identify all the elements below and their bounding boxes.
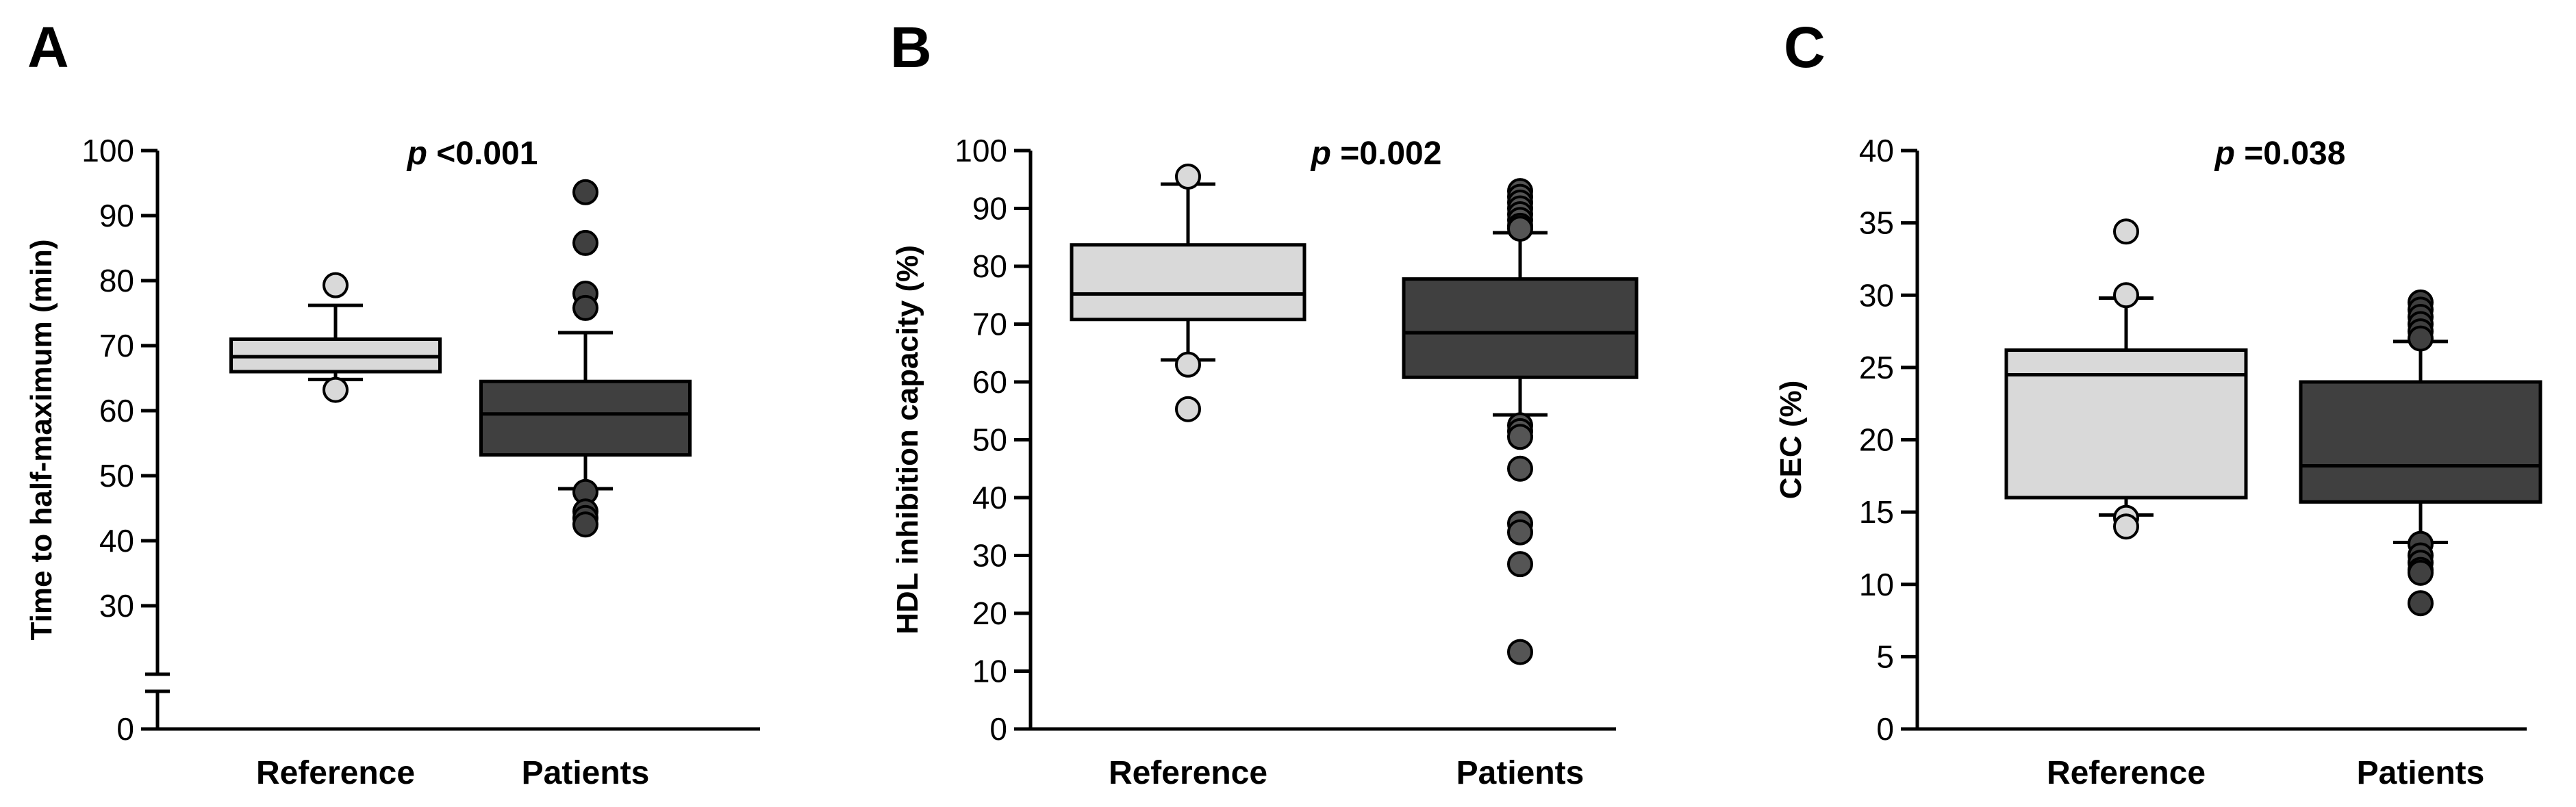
- y-tick-label-c-0: 0: [1876, 711, 1894, 747]
- y-tick-label-a-7: 90: [99, 198, 134, 233]
- outlier-a-patients-0: [572, 179, 598, 205]
- y-tick-label-a-2: 40: [99, 523, 134, 559]
- y-tick-label-a-1: 30: [99, 588, 134, 624]
- y-tick-label-a-5: 70: [99, 328, 134, 363]
- y-tick-label-b-5: 50: [972, 422, 1007, 458]
- category-label-c-patients: Patients: [2357, 755, 2485, 791]
- outlier-b-reference-0: [1175, 164, 1201, 190]
- p-value-c: p =0.038: [2214, 136, 2346, 172]
- y-tick-label-c-3: 15: [1859, 494, 1894, 530]
- panel-letter-a: A: [27, 15, 69, 79]
- y-axis-title-b: HDL inhibition capacity (%): [891, 245, 924, 635]
- category-label-a-patients: Patients: [522, 755, 650, 791]
- box-b-reference: [1070, 243, 1306, 322]
- outlier-b-reference-1: [1175, 351, 1201, 378]
- box-c-reference: [2004, 348, 2248, 500]
- outlier-c-reference-3: [2113, 513, 2139, 540]
- outlier-a-reference-0: [323, 272, 349, 298]
- y-tick-label-b-8: 80: [972, 248, 1007, 284]
- y-tick-label-b-6: 60: [972, 364, 1007, 400]
- panel-letter-c: C: [1784, 15, 1826, 79]
- y-tick-label-c-5: 25: [1859, 350, 1894, 385]
- panel-letter-b: B: [890, 15, 932, 79]
- outlier-b-patients-13: [1507, 519, 1533, 546]
- y-tick-label-b-3: 30: [972, 538, 1007, 574]
- outlier-c-patients-10: [2408, 559, 2434, 586]
- y-axis-title-a: Time to half-maximum (min): [25, 240, 58, 641]
- box-b-patients: [1402, 277, 1639, 379]
- p-value-b: p =0.002: [1310, 136, 1442, 172]
- outlier-b-patients-15: [1507, 639, 1533, 665]
- p-value-a: p <0.001: [406, 136, 538, 172]
- outlier-a-reference-1: [323, 376, 349, 403]
- y-tick-label-c-8: 40: [1859, 133, 1894, 168]
- y-tick-label-b-9: 90: [972, 191, 1007, 227]
- outlier-a-patients-7: [572, 511, 598, 538]
- y-tick-label-c-2: 10: [1859, 567, 1894, 602]
- box-a-patients: [479, 379, 692, 457]
- y-tick-label-b-10: 100: [955, 133, 1007, 168]
- y-tick-label-a-3: 50: [99, 458, 134, 494]
- category-label-b-patients: Patients: [1456, 755, 1584, 791]
- outlier-b-patients-11: [1507, 455, 1533, 482]
- y-tick-label-b-2: 20: [972, 595, 1007, 631]
- y-tick-label-a-0: 0: [116, 711, 134, 747]
- outlier-c-reference-1: [2113, 282, 2139, 309]
- category-label-a-reference: Reference: [256, 755, 415, 791]
- y-tick-label-b-7: 70: [972, 307, 1007, 342]
- y-tick-label-a-8: 100: [81, 133, 134, 168]
- outlier-b-reference-2: [1175, 396, 1201, 422]
- y-tick-label-c-6: 30: [1859, 277, 1894, 313]
- y-tick-label-c-7: 35: [1859, 205, 1894, 241]
- y-tick-label-b-4: 40: [972, 480, 1007, 515]
- y-tick-label-c-4: 20: [1859, 422, 1894, 458]
- y-tick-label-b-0: 0: [989, 711, 1007, 747]
- outlier-b-patients-7: [1507, 216, 1533, 242]
- y-tick-label-a-4: 60: [99, 393, 134, 428]
- category-label-c-reference: Reference: [2047, 755, 2206, 791]
- outlier-c-reference-0: [2113, 218, 2139, 245]
- y-tick-label-b-1: 10: [972, 654, 1007, 689]
- category-label-b-reference: Reference: [1109, 755, 1267, 791]
- y-tick-label-c-1: 5: [1876, 639, 1894, 674]
- outlier-b-patients-10: [1507, 424, 1533, 450]
- box-c-patients: [2299, 380, 2542, 504]
- outlier-a-patients-1: [572, 229, 598, 256]
- outlier-c-patients-5: [2408, 325, 2434, 352]
- outlier-a-patients-3: [572, 294, 598, 321]
- y-axis-title-c: CEC (%): [1774, 381, 1808, 500]
- outlier-b-patients-14: [1507, 551, 1533, 578]
- outlier-c-patients-11: [2408, 590, 2434, 617]
- y-tick-label-a-6: 80: [99, 263, 134, 298]
